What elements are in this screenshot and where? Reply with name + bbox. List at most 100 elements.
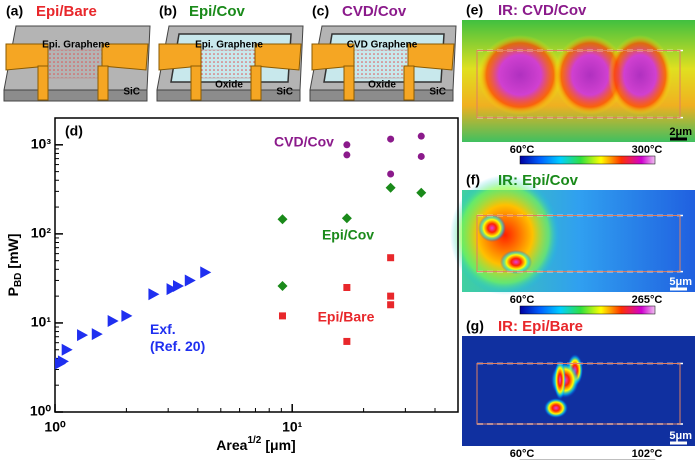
series-label-line: (Ref. 20) — [150, 338, 205, 354]
y-tick-label: 10³ — [31, 136, 52, 152]
scale-bar-label: 5μm — [669, 430, 692, 442]
marker — [277, 280, 288, 291]
layer-label: Epi. Graphene — [195, 40, 263, 51]
marker — [343, 141, 351, 149]
panel-title: IR: Epi/Cov — [498, 172, 579, 189]
marker — [417, 132, 425, 140]
series-label: CVD/Cov — [274, 134, 334, 150]
hot-spot — [478, 214, 506, 242]
marker — [343, 283, 351, 291]
series-label: Epi/Bare — [318, 309, 375, 325]
oxide-label: Oxide — [215, 80, 243, 91]
marker — [61, 343, 73, 356]
lead-left — [343, 65, 355, 101]
x-axis-label: Area1/2 [μm] — [216, 435, 295, 453]
panel-title: CVD/Cov — [342, 3, 407, 20]
oxide-label: Oxide — [368, 80, 396, 91]
colorbar-min: 60°C — [510, 144, 535, 156]
marker — [387, 135, 395, 143]
series-label: Epi/Cov — [322, 227, 374, 243]
colorbar-min: 60°C — [510, 294, 535, 306]
marker — [166, 283, 178, 296]
hot-spot — [554, 360, 566, 400]
marker — [416, 187, 427, 198]
colorbar-max: 265°C — [632, 294, 663, 306]
y-tick-label: 10¹ — [31, 314, 52, 330]
scale-bar-label: 2μm — [669, 126, 692, 138]
y-label-main: P — [5, 287, 21, 296]
marker — [121, 309, 133, 322]
lead-right — [403, 65, 415, 101]
marker — [200, 266, 212, 279]
ir-panels: (e) IR: CVD/Cov 2μm 60°C 300°C (f) IR: Epi/Cov… — [450, 2, 695, 460]
x-tick-label: 10⁰ — [44, 419, 66, 435]
graphene — [351, 49, 411, 79]
ir-image — [462, 336, 695, 446]
graphene — [45, 49, 105, 79]
hot-spot — [554, 35, 626, 115]
device-panels: (a) Epi/Bare Epi. Graphene SiC (b) Epi/Cov Epi… — [3, 3, 457, 102]
marker — [107, 315, 119, 328]
y-label-unit: [mW] — [5, 234, 21, 269]
panel-label: (f) — [466, 172, 480, 188]
marker — [387, 254, 395, 262]
panel-label: (a) — [6, 3, 23, 19]
hot-spot — [608, 35, 672, 115]
substrate-label: SiC — [429, 87, 446, 98]
marker — [387, 170, 395, 178]
hot-spot — [478, 35, 562, 115]
hot-region — [450, 175, 560, 295]
layer-label: CVD Graphene — [347, 40, 418, 51]
colorbar-min: 60°C — [510, 448, 535, 460]
panel-title: IR: CVD/Cov — [498, 2, 587, 19]
substrate-label: SiC — [276, 87, 293, 98]
substrate-label: SiC — [123, 87, 140, 98]
lead-right — [250, 65, 262, 101]
marker — [343, 337, 351, 345]
x-label-exponent: 1/2 — [247, 435, 261, 446]
colorbar — [519, 155, 656, 165]
x-label-unit: [μm] — [265, 437, 295, 453]
colorbar-max: 102°C — [632, 448, 663, 460]
marker — [91, 328, 103, 341]
y-axis-label: PBD [mW] — [5, 234, 24, 297]
chart: (d) 10⁰ 10¹ 10⁰ 10¹ 10² 10³ Area1/2 [μm] PBD [mW] E… — [5, 117, 459, 453]
contact-right — [407, 43, 455, 71]
marker — [341, 213, 352, 224]
lead-left — [37, 65, 49, 101]
device-outline — [476, 215, 681, 273]
colorbar-max: 300°C — [632, 144, 663, 156]
marker — [417, 152, 425, 160]
hot-spot — [500, 250, 532, 274]
marker — [148, 288, 160, 301]
graphene — [198, 49, 258, 79]
marker — [387, 301, 395, 309]
panel-label: (c) — [312, 3, 329, 19]
panel-title: Epi/Cov — [189, 3, 245, 20]
device-outline — [476, 50, 681, 119]
marker — [277, 214, 288, 225]
y-label-subscript: BD — [13, 273, 24, 287]
x-label-main: Area — [216, 437, 247, 453]
series-label-line: Exf. — [150, 321, 176, 337]
hot-spot — [544, 398, 568, 418]
marker — [57, 355, 69, 368]
contact-right — [254, 43, 302, 71]
panel-title: Epi/Bare — [36, 3, 97, 20]
marker — [385, 182, 396, 193]
panel-title: IR: Epi/Bare — [498, 318, 583, 335]
marker — [387, 292, 395, 300]
contact-right — [101, 43, 149, 71]
lead-right — [97, 65, 109, 101]
device-outline — [476, 363, 681, 425]
panel-label: (g) — [466, 318, 484, 334]
plot-frame — [54, 117, 459, 413]
lead-left — [190, 65, 202, 101]
y-tick-label: 10⁰ — [30, 403, 52, 419]
marker — [172, 279, 184, 292]
marker — [343, 151, 351, 159]
y-tick-label: 10² — [31, 225, 52, 241]
layer-label: Epi. Graphene — [42, 40, 110, 51]
x-tick-label: 10¹ — [282, 419, 303, 435]
panel-label: (d) — [65, 123, 83, 139]
